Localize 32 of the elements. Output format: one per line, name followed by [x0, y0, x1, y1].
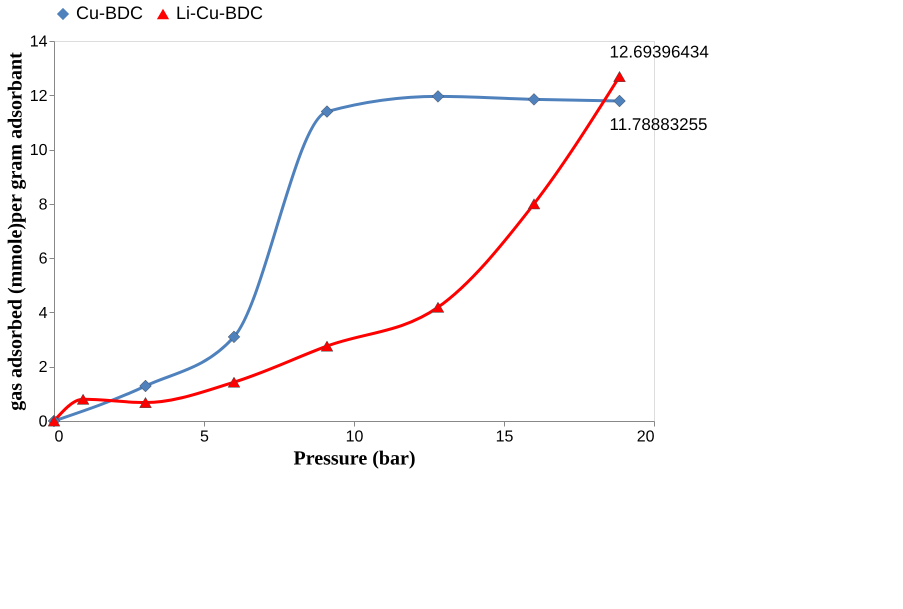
point	[139, 397, 152, 408]
point	[432, 302, 444, 313]
point	[613, 94, 626, 108]
point	[76, 394, 90, 405]
y-tick-label: 14	[30, 34, 48, 50]
y-tick-label: 12	[30, 88, 48, 105]
point	[528, 93, 540, 106]
y-axis-title: gas adsorbed (mmole)per gram adsorbant	[4, 52, 27, 411]
y-tick-label: 6	[38, 250, 48, 268]
y-tick-label: 0	[38, 414, 48, 430]
annotation: 12.69396434	[610, 42, 709, 62]
legend-label: Li-Cu-BDC	[176, 3, 264, 23]
point	[432, 90, 444, 103]
point	[139, 380, 152, 392]
x-tick-label: 0	[54, 428, 64, 446]
point	[320, 340, 334, 352]
legend-label: Cu-BDC	[76, 3, 144, 23]
y-tick-label: 10	[30, 142, 48, 160]
x-axis-title: Pressure (bar)	[293, 448, 416, 470]
x-tick-label: 15	[496, 428, 514, 446]
y-tick-label: 2	[38, 359, 48, 376]
y-tick-label: 8	[38, 196, 48, 214]
x-tick-label: 20	[636, 428, 655, 446]
point	[320, 105, 334, 118]
point	[613, 71, 626, 82]
point	[228, 376, 240, 388]
x-tick-label: 5	[200, 428, 210, 446]
x-tick-label: 10	[346, 428, 364, 446]
y-tick-label: 4	[38, 304, 48, 322]
point	[528, 198, 540, 210]
point	[228, 330, 240, 344]
annotation: 11.78883255	[610, 114, 708, 134]
